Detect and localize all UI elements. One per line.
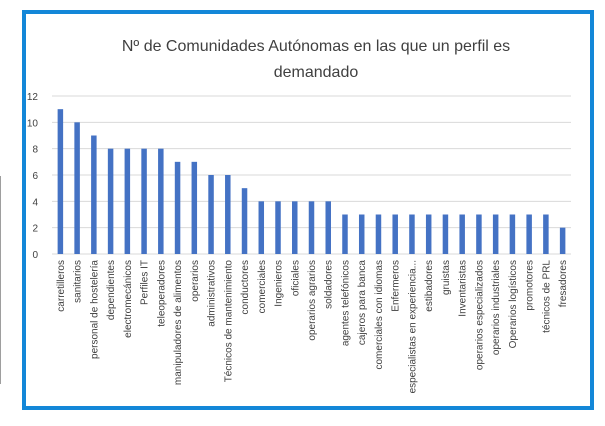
x-category-label: Enfermeros [391, 260, 402, 312]
bar-28 [526, 214, 532, 254]
bar-10 [225, 175, 231, 254]
x-category-label: operarios especializados [474, 260, 485, 370]
x-category-label: administrativos [207, 260, 218, 327]
x-category-label: dependientes [106, 260, 117, 320]
bar-15 [308, 201, 315, 254]
x-category-label: oficiales [290, 260, 301, 296]
x-category-label: cajeros para banca [357, 260, 368, 345]
x-category-label: teleoperadores [156, 260, 167, 327]
x-category-label: fresadores [558, 260, 569, 307]
bar-7 [174, 161, 181, 254]
x-category-label: agentes telefónicos [340, 260, 351, 346]
bar-12 [258, 201, 265, 254]
bar-4 [124, 148, 131, 254]
bar-9 [208, 175, 214, 254]
bar-27 [509, 214, 516, 254]
bar-8 [191, 161, 198, 254]
x-category-label: gruistas [441, 260, 452, 295]
x-category-label: operarios agrarios [307, 260, 318, 341]
bar-13 [275, 201, 281, 254]
y-tick-label: 12 [27, 92, 39, 103]
bar-22 [425, 214, 432, 254]
x-category-label: comerciales [257, 260, 268, 313]
bar-24 [459, 214, 465, 254]
x-category-label: soldadores [324, 260, 335, 309]
x-category-label: Ingenieros [274, 260, 285, 307]
bar-16 [325, 201, 331, 254]
chart-frame [22, 10, 594, 410]
bar-25 [476, 214, 482, 254]
bar-0 [57, 109, 64, 255]
chart-title-line-2: demandado [274, 64, 359, 81]
x-category-label: comerciales con idiomas [374, 260, 385, 370]
x-category-label: manipuladores de alimentos [173, 260, 184, 385]
y-tick-label: 6 [32, 171, 38, 182]
bar-20 [392, 214, 398, 254]
bar-14 [292, 201, 298, 254]
x-axis-labels: carretilleros sanitarios personal de hoste… [56, 260, 569, 394]
x-category-label: personal de hostelería [89, 260, 100, 359]
x-category-label: conductores [240, 260, 251, 314]
x-category-label: operarios [190, 260, 201, 302]
bar-1 [74, 122, 80, 254]
bar-26 [492, 214, 499, 254]
bar-21 [409, 214, 415, 254]
bar-2 [91, 135, 97, 254]
bar-23 [442, 214, 449, 254]
bar-19 [375, 214, 382, 254]
bar-18 [358, 214, 365, 254]
y-tick-label: 4 [32, 197, 38, 208]
bars [57, 109, 566, 255]
bar-17 [342, 214, 348, 254]
bar-3 [107, 148, 114, 254]
x-category-label: técnicos de PRL [541, 260, 552, 333]
y-tick-label: 0 [32, 250, 38, 261]
chart-title-line-1: Nº de Comunidades Autónomas en las que u… [122, 38, 510, 55]
y-tick-label: 2 [32, 224, 38, 235]
left-edge-line [0, 176, 1, 384]
bar-6 [158, 148, 164, 254]
x-category-label: carretilleros [56, 260, 67, 312]
x-category-label: promotores [525, 260, 536, 311]
y-axis-ticks: 0 2 4 6 8 10 12 [27, 92, 39, 261]
bar-5 [141, 148, 147, 254]
x-category-label: Técnicos de mantenimiento [223, 260, 234, 383]
x-category-label: Perfiles IT [140, 260, 151, 305]
x-category-label: electromecánicos [123, 260, 134, 338]
x-category-label: Inventaristas [458, 260, 469, 317]
y-tick-label: 10 [27, 118, 39, 129]
x-category-label: Operarios logísticos [508, 260, 519, 348]
x-category-label: estibadores [424, 260, 435, 312]
y-tick-label: 8 [32, 145, 38, 156]
bar-30 [559, 227, 566, 254]
x-category-label: sanitarios [73, 260, 84, 303]
x-category-label: especialistas en experiencia... [407, 260, 418, 393]
bar-29 [543, 214, 549, 254]
x-category-label: operarios industriales [491, 260, 502, 355]
bar-11 [241, 188, 248, 254]
